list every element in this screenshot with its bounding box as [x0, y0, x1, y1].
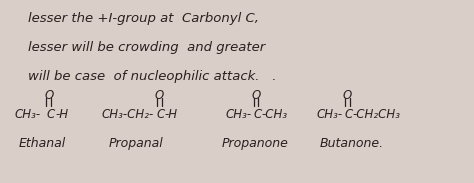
Text: CH₃-: CH₃-	[225, 108, 251, 121]
Text: -CH₂CH₃: -CH₂CH₃	[353, 108, 401, 121]
Text: C: C	[254, 108, 262, 121]
Text: C: C	[156, 108, 164, 121]
Text: Ethanal: Ethanal	[19, 137, 66, 150]
Text: O: O	[44, 89, 54, 102]
Text: CH₃-: CH₃-	[14, 108, 40, 121]
Text: O: O	[251, 89, 261, 102]
Text: O: O	[155, 89, 164, 102]
Text: -H: -H	[55, 108, 69, 121]
Text: CH₃-: CH₃-	[317, 108, 343, 121]
Text: -CH₃: -CH₃	[262, 108, 288, 121]
Text: lesser will be crowding  and greater: lesser will be crowding and greater	[28, 41, 266, 54]
Text: CH₃-CH₂-: CH₃-CH₂-	[102, 108, 154, 121]
Text: Propanone: Propanone	[222, 137, 289, 150]
Text: O: O	[343, 89, 352, 102]
Text: Propanal: Propanal	[109, 137, 164, 150]
Text: C: C	[345, 108, 353, 121]
Text: C: C	[46, 108, 55, 121]
Text: will be case  of nucleophilic attack.   .: will be case of nucleophilic attack. .	[28, 70, 277, 83]
Text: -H: -H	[165, 108, 178, 121]
Text: lesser the +I-group at  Carbonyl C,: lesser the +I-group at Carbonyl C,	[28, 12, 259, 25]
Text: Butanone.: Butanone.	[320, 137, 384, 150]
